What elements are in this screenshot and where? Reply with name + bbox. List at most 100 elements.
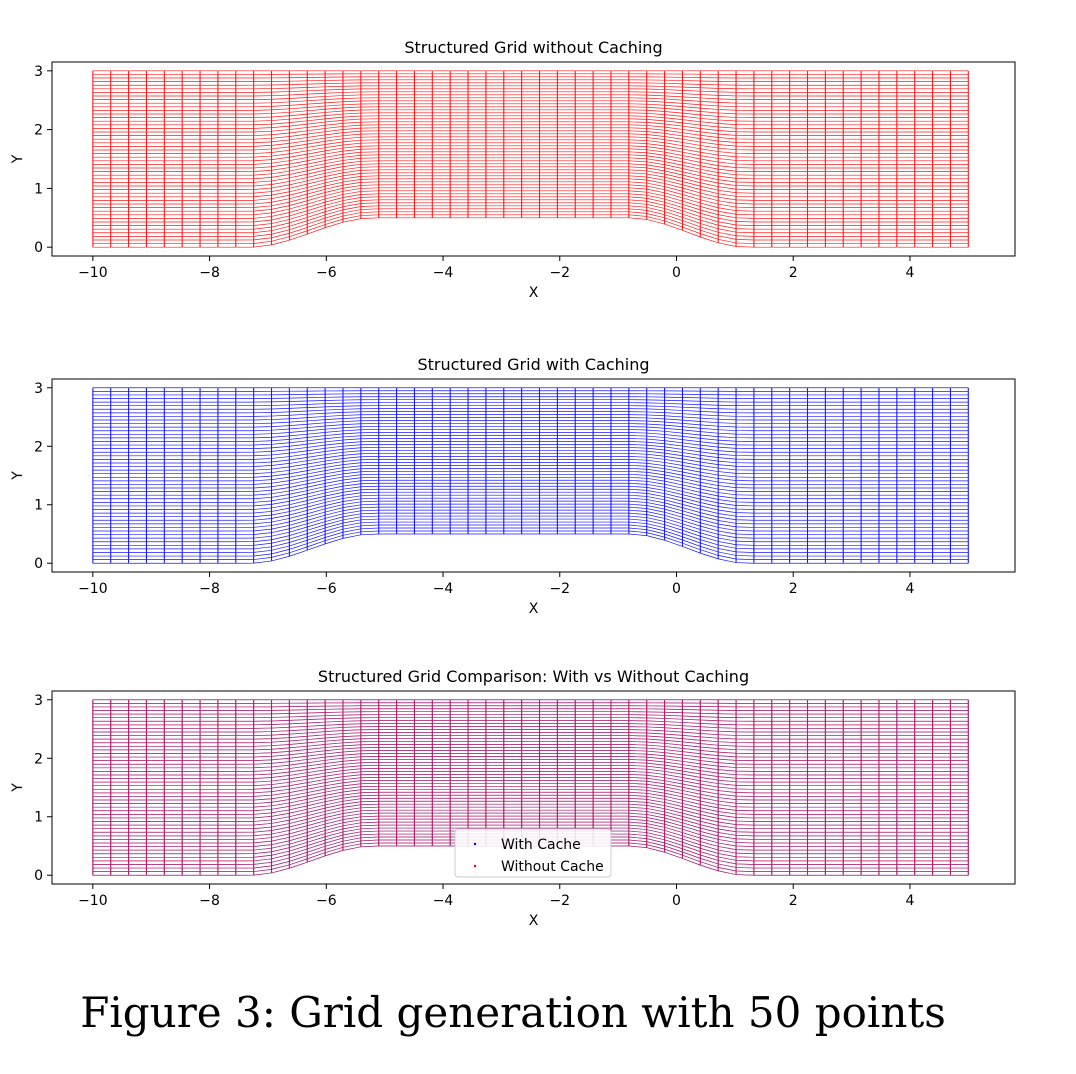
grid-row-line [92,473,969,492]
y-tick-label: 2 [34,123,43,139]
grid-row-line [92,190,969,216]
grid-row-line [92,821,969,847]
y-axis-label: Y [10,471,26,481]
grid-row-line [92,121,969,133]
y-axis-label: Y [10,783,26,793]
grid-row-line [92,402,969,407]
x-tick-label: −10 [78,893,108,909]
grid-row-line [92,485,969,507]
x-tick-label: −8 [199,893,220,909]
grid-row-line [92,794,969,815]
x-tick-label: −10 [78,265,108,281]
x-tick-label: −8 [199,265,220,281]
grid-row-line [92,759,969,772]
grid-row-line [92,527,969,557]
grid-row-line [92,420,969,428]
grid-row-line [92,76,969,79]
grid-row-line [92,777,969,794]
x-tick-label: 4 [905,265,914,281]
grid-row-line [92,744,969,754]
series-1 [92,387,969,564]
grid-row-line [92,444,969,457]
grid-row-line [92,470,969,489]
x-axis-label: X [529,601,539,617]
chart-title: Structured Grid without Caching [404,38,662,57]
grid-row-line [92,426,969,435]
grid-row-line [92,169,969,190]
grid-row-line [92,130,969,144]
grid-row-line [92,812,969,837]
y-tick-label: 0 [34,240,43,256]
grid-row-line [92,438,969,449]
grid-row-line [92,181,969,205]
x-tick-label: −6 [316,581,337,597]
x-tick-label: −8 [199,581,220,597]
y-tick-label: 1 [34,810,43,826]
grid-row-line [92,509,969,535]
grid-row-line [92,800,969,822]
grid-row-line [92,187,969,212]
grid-row-line [92,533,969,564]
grid-row-line [92,160,969,180]
grid-row-line [92,506,969,532]
grid-row-line [92,750,969,761]
grid-row-line [92,491,969,514]
series-1 [92,70,969,248]
grid-row-line [92,765,969,779]
grid-row-line [92,429,969,439]
grid-row-line [92,809,969,833]
grid-row-line [92,818,969,844]
grid-row-line [92,142,969,158]
grid-row-line [92,447,969,460]
grid-row-line [92,136,969,151]
x-tick-label: 0 [672,893,681,909]
grid-row-line [92,515,969,543]
grid-row-line [92,482,969,503]
grid-row-line [92,441,969,453]
grid-row-line [92,462,969,478]
legend-label: Without Cache [501,859,604,875]
legend-box [454,828,612,878]
grid-row-line [92,166,969,187]
grid-row-line [92,779,969,797]
chart-panel-3: Structured Grid Comparison: With vs With… [10,667,1016,929]
x-tick-label: 4 [905,893,914,909]
grid-row-line [92,729,969,736]
grid-row-line [92,112,969,122]
grid-row-line [92,720,969,726]
grid-row-line [92,196,969,223]
grid-row-line [92,476,969,496]
grid-row-line [92,714,969,719]
grid-row-line [92,500,969,525]
legend-marker [473,864,477,868]
y-tick-label: 3 [34,64,43,80]
grid-row-line [92,172,969,194]
grid-row-line [92,791,969,812]
grid-row-line [92,702,969,704]
grid-row-line [92,199,969,226]
grid-row-line [92,714,969,719]
y-tick-label: 0 [34,556,43,572]
x-tick-label: −6 [316,893,337,909]
grid-row-line [92,115,969,126]
grid-row-line [92,744,969,754]
grid-row-line [92,393,969,396]
grid-row-line [92,747,969,758]
series-2 [92,699,969,876]
grid-row-line [92,785,969,804]
grid-row-line [92,524,969,553]
grid-row-line [92,148,969,165]
x-tick-label: −2 [549,893,570,909]
x-tick-label: 0 [672,265,681,281]
grid-row-line [92,768,969,783]
grid-row-line [92,726,969,733]
grid-row-line [92,738,969,747]
grid-row-line [92,217,969,248]
grid-row-line [92,405,969,410]
x-tick-label: 4 [905,581,914,597]
grid-row-line [92,459,969,475]
grid-row-line [92,211,969,241]
x-tick-label: 2 [789,893,798,909]
grid-row-line [92,708,969,711]
grid-row-line [92,145,969,162]
